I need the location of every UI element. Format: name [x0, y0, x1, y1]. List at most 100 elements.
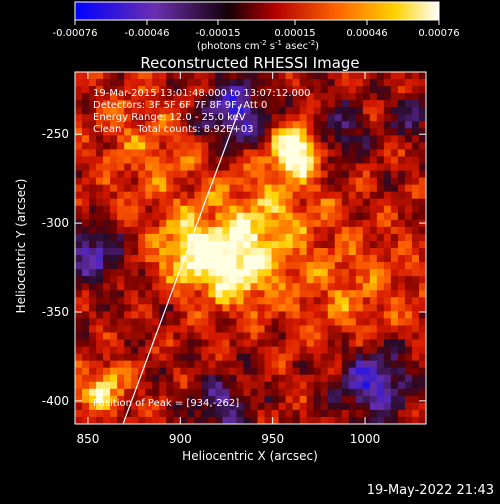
heatmap-cell [103, 212, 111, 221]
heatmap-cell [418, 248, 426, 256]
heatmap-cell [208, 170, 216, 179]
heatmap-cell [187, 121, 195, 129]
heatmap-cell [411, 107, 420, 115]
heatmap-cell [145, 93, 153, 101]
heatmap-cell [418, 114, 426, 122]
heatmap-cell [96, 269, 104, 277]
heatmap-cell [194, 184, 202, 193]
heatmap-cell [96, 170, 104, 179]
heatmap-cell [257, 219, 266, 228]
heatmap-cell [292, 248, 301, 256]
heatmap-cell [397, 353, 406, 362]
heatmap-cell [257, 381, 266, 390]
heatmap-cell [145, 205, 153, 214]
heatmap-cell [138, 170, 146, 179]
heatmap-cell [292, 233, 301, 242]
info-clean-counts: Clean Total counts: 8.92E+03 [93, 124, 253, 135]
heatmap-cell [334, 149, 343, 158]
heatmap-cell [75, 219, 83, 228]
heatmap-cell [257, 240, 266, 249]
heatmap-cell [369, 297, 378, 305]
heatmap-cell [180, 318, 188, 327]
heatmap-cell [103, 248, 111, 256]
heatmap-cell [411, 339, 420, 348]
heatmap-cell [138, 381, 146, 390]
heatmap-cell [208, 219, 216, 228]
heatmap-cell [341, 79, 350, 87]
heatmap-cell [222, 381, 231, 390]
heatmap-cell [390, 114, 399, 122]
heatmap-cell [89, 325, 97, 334]
heatmap-cell [390, 128, 399, 136]
heatmap-cell [257, 332, 266, 341]
heatmap-cell [411, 416, 420, 424]
heatmap-cell [257, 409, 266, 418]
heatmap-cell [243, 276, 252, 284]
heatmap-cell [362, 346, 371, 355]
heatmap-cell [117, 255, 125, 263]
heatmap-cell [369, 135, 378, 143]
heatmap-cell [397, 332, 406, 341]
heatmap-cell [348, 79, 357, 87]
heatmap-cell [208, 149, 216, 158]
heatmap-cell [341, 353, 350, 362]
heatmap-cell [397, 290, 406, 298]
heatmap-cell [89, 142, 97, 151]
heatmap-cell [208, 388, 216, 397]
heatmap-cell [285, 409, 294, 418]
heatmap-cell [390, 163, 399, 172]
heatmap-cell [180, 184, 188, 193]
heatmap-cell [110, 191, 118, 200]
heatmap-cell [278, 381, 287, 390]
heatmap-cell [173, 290, 181, 298]
heatmap-cell [180, 226, 188, 235]
heatmap-cell [397, 311, 406, 319]
heatmap-cell [236, 163, 245, 172]
heatmap-cell [327, 346, 336, 355]
heatmap-cell [110, 290, 118, 298]
heatmap-cell [138, 121, 146, 129]
heatmap-cell [257, 128, 266, 136]
heatmap-cell [292, 170, 301, 179]
heatmap-cell [418, 311, 426, 319]
heatmap-cell [292, 149, 301, 158]
heatmap-cell [369, 388, 378, 397]
heatmap-cell [243, 402, 252, 411]
heatmap-cell [89, 332, 97, 341]
heatmap-cell [383, 304, 392, 312]
heatmap-cell [124, 388, 132, 397]
heatmap-cell [383, 86, 392, 94]
heatmap-cell [187, 381, 195, 390]
heatmap-cell [89, 255, 97, 263]
heatmap-cell [152, 177, 160, 186]
heatmap-cell [75, 79, 83, 87]
heatmap-cell [166, 339, 174, 348]
heatmap-cell [250, 332, 259, 341]
heatmap-cell [418, 339, 426, 348]
heatmap-cell [313, 72, 322, 80]
heatmap-cell [355, 121, 364, 129]
heatmap-cell [243, 290, 252, 298]
heatmap-cell [215, 163, 224, 172]
heatmap-cell [348, 163, 357, 172]
heatmap-cell [362, 149, 371, 158]
heatmap-cell [376, 255, 385, 263]
heatmap-cell [292, 100, 301, 108]
heatmap-cell [320, 276, 329, 284]
heatmap-cell [229, 276, 238, 284]
heatmap-cell [411, 360, 420, 369]
heatmap-cell [145, 388, 153, 397]
heatmap-cell [215, 226, 224, 235]
heatmap-cell [376, 184, 385, 193]
heatmap-cell [159, 114, 167, 122]
heatmap-cell [306, 240, 315, 249]
heatmap-cell [278, 325, 287, 334]
heatmap-cell [159, 409, 167, 418]
heatmap-cell [152, 191, 160, 200]
heatmap-cell [306, 93, 315, 101]
heatmap-cell [180, 233, 188, 242]
heatmap-cell [341, 388, 350, 397]
heatmap-cell [145, 255, 153, 263]
heatmap-cell [152, 276, 160, 284]
heatmap-cell [411, 149, 420, 158]
